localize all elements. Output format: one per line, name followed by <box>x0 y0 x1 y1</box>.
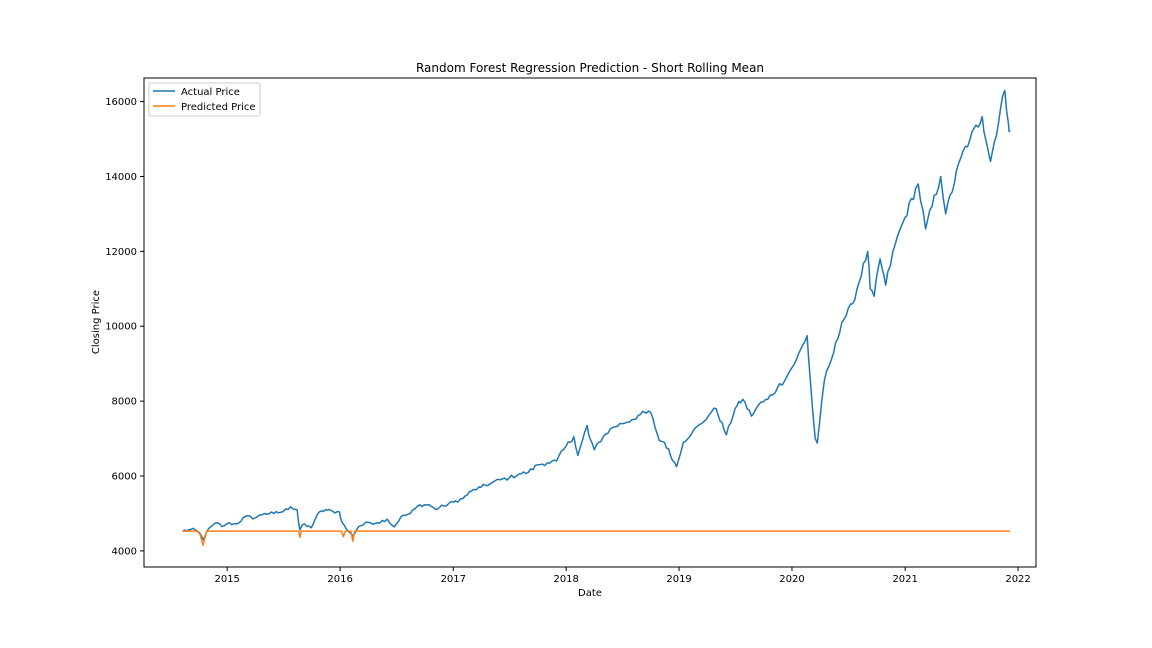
x-tick-label: 2019 <box>666 574 691 585</box>
x-tick-label: 2020 <box>779 574 804 585</box>
y-tick-label: 14000 <box>105 172 137 183</box>
x-axis-title: Date <box>578 588 602 599</box>
axes-frame <box>143 77 1037 568</box>
y-tick-label: 6000 <box>112 472 137 483</box>
y-axis: 4000 6000 8000 10000 12000 14000 16000 <box>105 97 144 557</box>
series-layer <box>182 89 1011 547</box>
y-tick-label: 4000 <box>112 546 137 557</box>
x-tick-label: 2022 <box>1005 574 1030 585</box>
plot-area <box>143 77 1037 568</box>
chart-title: Random Forest Regression Prediction - Sh… <box>416 61 764 75</box>
x-tick-label: 2021 <box>892 574 917 585</box>
x-tick-label: 2015 <box>214 574 239 585</box>
legend: Actual Price Predicted Price <box>148 82 261 117</box>
y-tick-label: 16000 <box>105 97 137 108</box>
x-tick-label: 2016 <box>327 574 352 585</box>
series-line-predicted-price <box>182 530 1010 547</box>
x-tick-label: 2018 <box>553 574 578 585</box>
y-axis-title: Closing Price <box>91 290 102 354</box>
legend-box <box>148 82 261 117</box>
x-tick-label: 2017 <box>441 574 466 585</box>
legend-label-actual-price: Actual Price <box>181 87 240 98</box>
legend-label-predicted-price: Predicted Price <box>181 102 256 113</box>
y-tick-label: 10000 <box>105 322 137 333</box>
x-axis: 2015 2016 2017 2018 2019 2020 2021 2022 <box>214 567 1031 585</box>
y-tick-label: 12000 <box>105 247 137 258</box>
series-line-actual-price <box>182 89 1011 541</box>
y-tick-label: 8000 <box>112 397 137 408</box>
